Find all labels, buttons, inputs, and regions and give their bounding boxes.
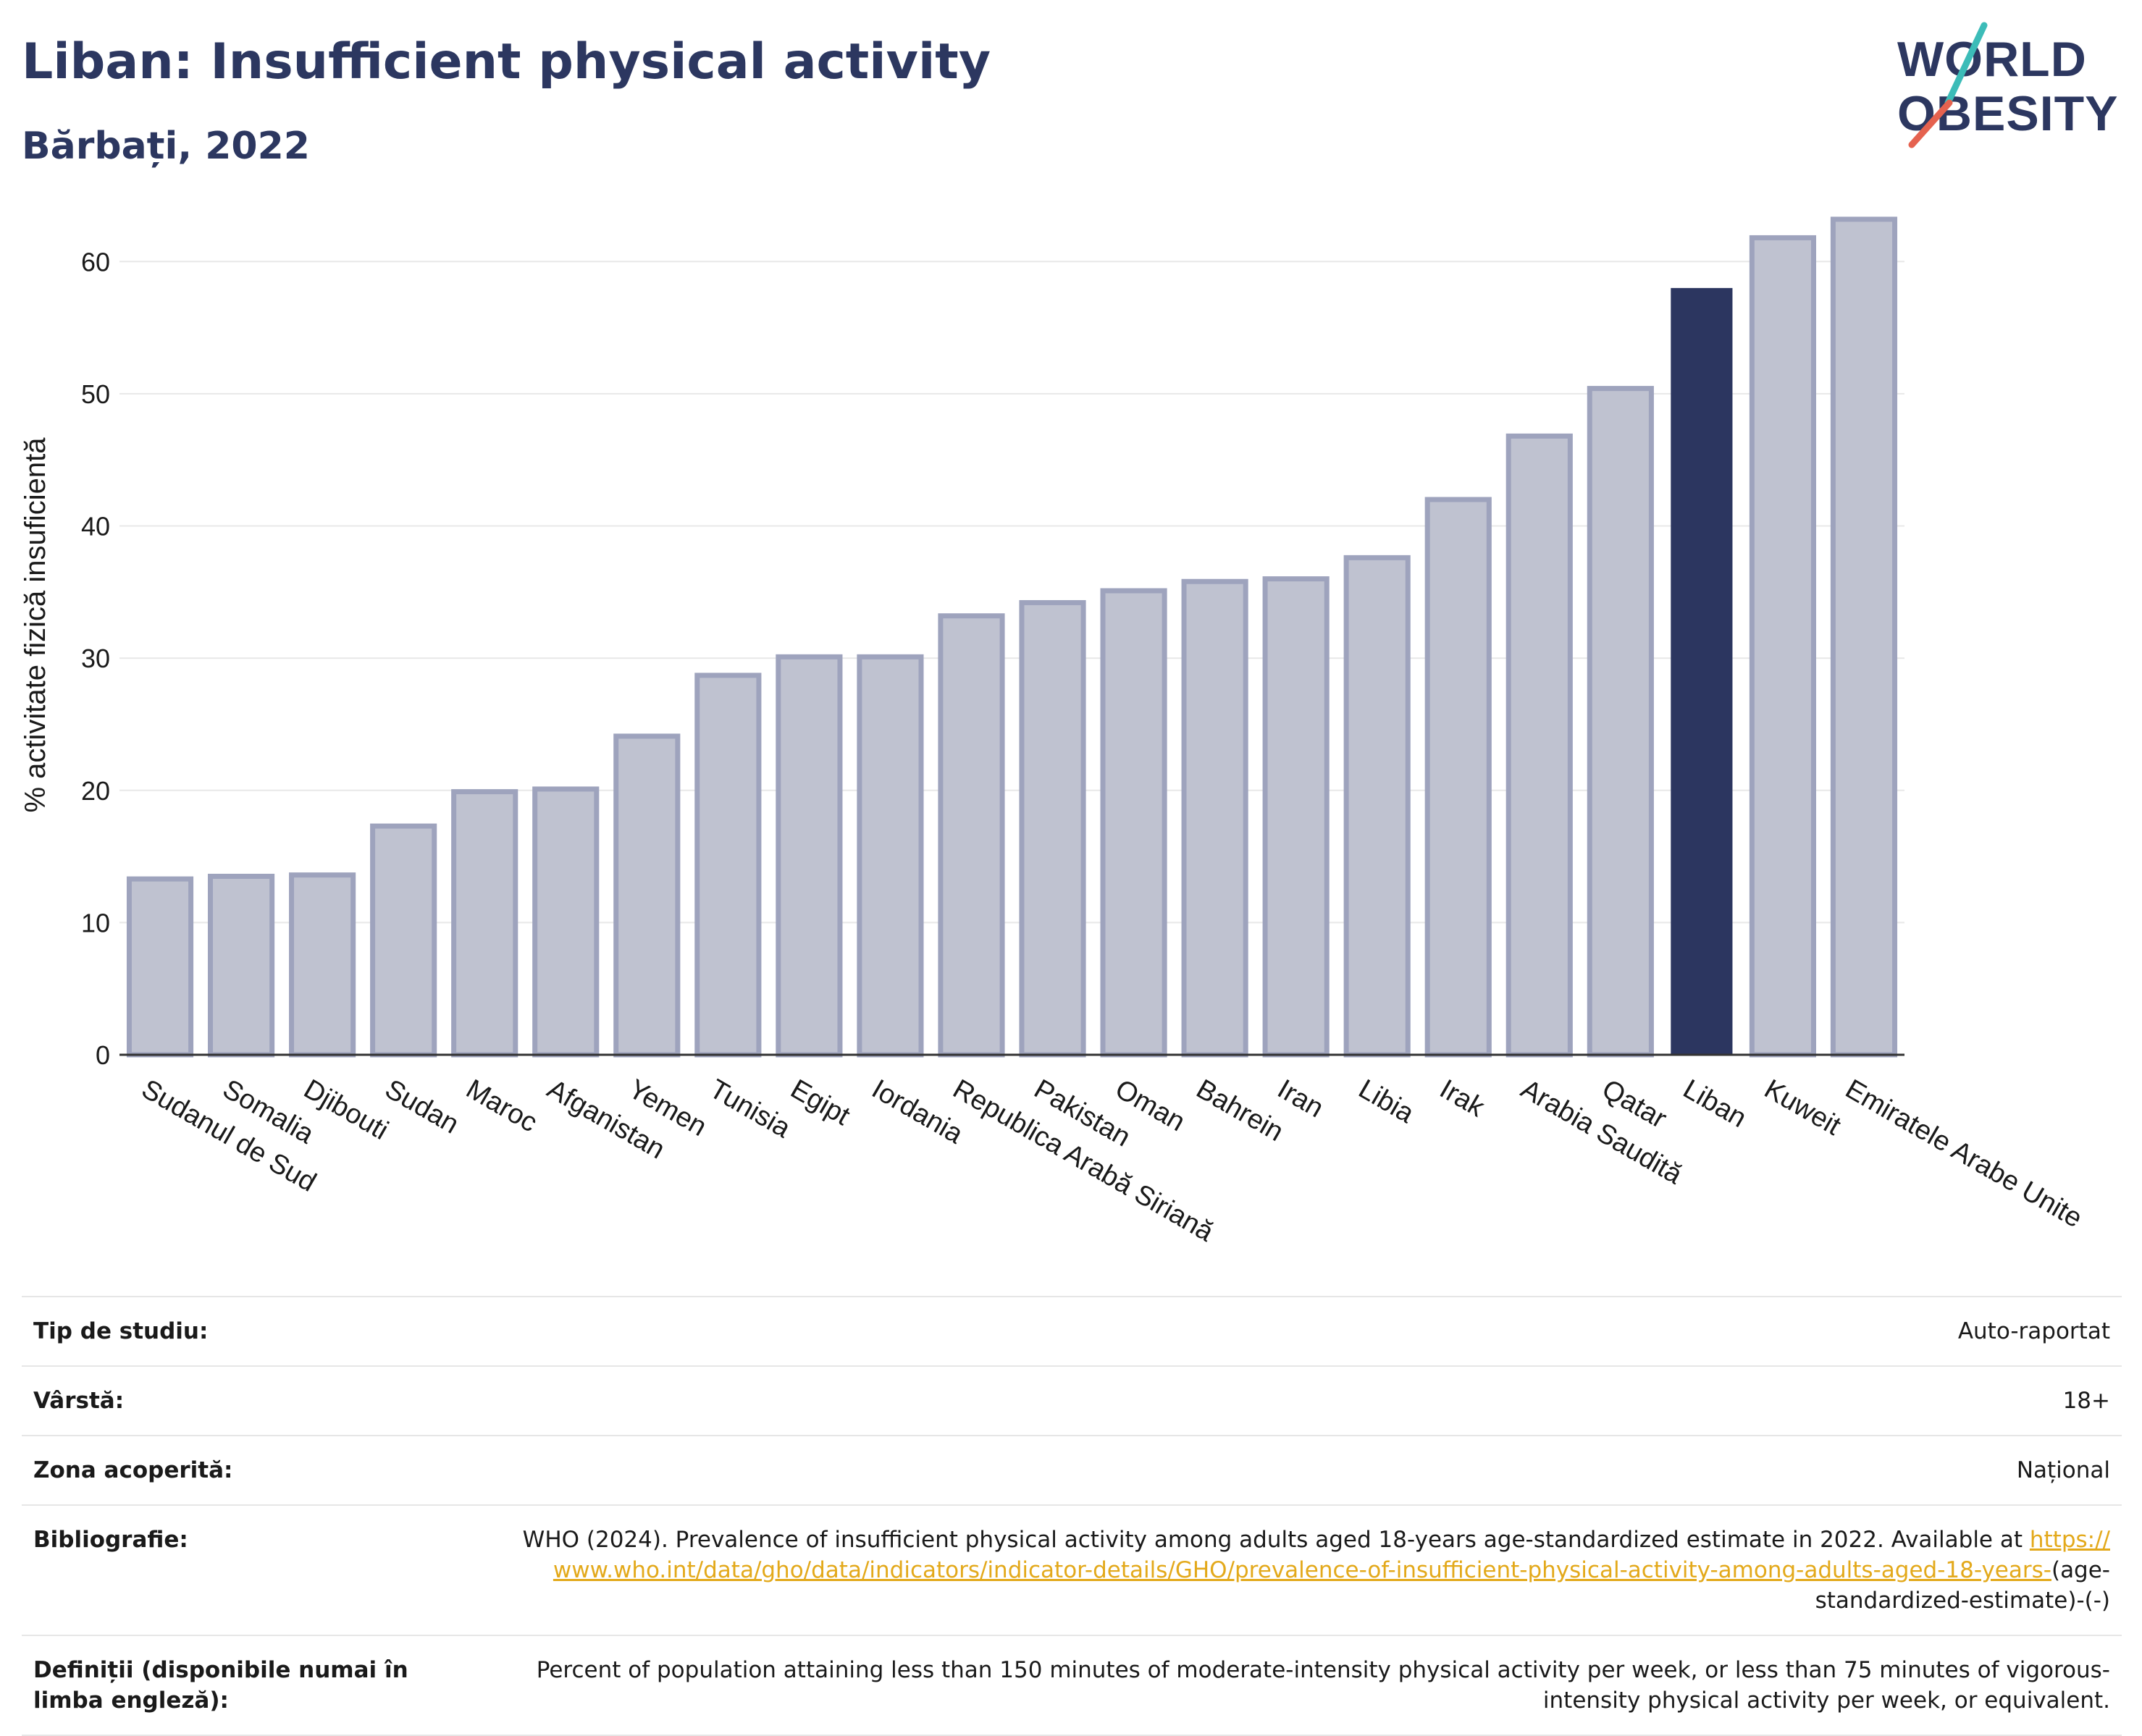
x-tick-label: Tunisia [705, 1074, 797, 1144]
x-tick-label: Kuweit [1759, 1074, 1846, 1142]
bibliography-value: WHO (2024). Prevalence of insufficient p… [494, 1504, 2122, 1635]
x-tick-label: Emiratele Arabe Unite [1840, 1074, 2087, 1234]
y-tick-label: 30 [81, 644, 110, 673]
bar[interactable] [938, 613, 1005, 1058]
bar[interactable] [1830, 216, 1898, 1058]
info-row-definitions: Definiții (disponibile numai în limba en… [22, 1635, 2122, 1736]
info-label: Tip de studiu: [22, 1296, 494, 1366]
y-tick-label: 60 [81, 247, 110, 277]
y-axis-label: % activitate fizică insuficientă [20, 437, 51, 813]
logo-line2: OBESITY [1897, 86, 2119, 141]
info-value: 18+ [494, 1365, 2122, 1436]
bar[interactable] [370, 823, 437, 1058]
chart-title: Liban: Insufficient physical activity [22, 33, 991, 90]
bar[interactable] [1262, 576, 1330, 1058]
bibliography-label: Bibliografie: [22, 1504, 494, 1635]
info-row-age: Vârstă: 18+ [22, 1365, 2122, 1436]
bar[interactable] [1587, 386, 1654, 1058]
info-table: Tip de studiu: Auto-raportat Vârstă: 18+… [22, 1296, 2122, 1736]
bar[interactable] [1343, 555, 1411, 1058]
bar[interactable] [126, 876, 194, 1058]
bar[interactable] [776, 654, 843, 1058]
bar[interactable] [207, 873, 275, 1058]
info-label: Zona acoperită: [22, 1435, 494, 1505]
bar[interactable] [1181, 578, 1248, 1058]
bar-chart: 0 10 20 30 40 50 60 Sudanul de SudSomaliaDjibo… [20, 216, 2087, 1248]
info-row-study-type: Tip de studiu: Auto-raportat [22, 1296, 2122, 1366]
chart-subtitle: Bărbați, 2022 [22, 125, 310, 168]
bar[interactable] [451, 789, 518, 1058]
bar[interactable] [1749, 235, 1817, 1058]
logo-line1: WORLD [1897, 32, 2087, 87]
bar[interactable] [1019, 599, 1086, 1058]
info-value: Național [494, 1435, 2122, 1505]
bar[interactable] [289, 872, 356, 1058]
definitions-value: Percent of population attaining less tha… [494, 1635, 2122, 1736]
x-tick-label: Libia [1353, 1074, 1419, 1129]
logo-slash-red [1908, 99, 1953, 148]
bar[interactable] [532, 786, 600, 1058]
y-tick-label: 50 [81, 379, 110, 409]
bar[interactable] [694, 673, 762, 1058]
y-tick-label: 10 [81, 908, 110, 937]
x-tick-label: Liban [1678, 1074, 1752, 1134]
world-obesity-logo: WORLD OBESITY [1897, 22, 2119, 148]
info-value: Auto-raportat [494, 1296, 2122, 1366]
bar[interactable] [613, 733, 681, 1058]
x-tick-label: Maroc [461, 1074, 542, 1138]
y-tick-label: 0 [96, 1040, 110, 1070]
bibliography-link[interactable]: https://www.who.int/data/gho/data/indica… [553, 1527, 2110, 1583]
y-tick-label: 20 [81, 776, 110, 806]
x-tick-label: Bahrein [1191, 1074, 1288, 1147]
definitions-label: Definiții (disponibile numai în limba en… [22, 1635, 494, 1736]
x-tick-label: Sudan [379, 1074, 463, 1139]
bar[interactable] [1424, 497, 1492, 1058]
bibliography-text: WHO (2024). Prevalence of insufficient p… [522, 1527, 2023, 1553]
info-row-bibliography: Bibliografie: WHO (2024). Prevalence of … [22, 1504, 2122, 1635]
bars-layer [126, 216, 1898, 1058]
bar[interactable] [1671, 287, 1733, 1055]
x-tick-label: Iordania [867, 1074, 969, 1150]
info-row-coverage: Zona acoperită: Național [22, 1435, 2122, 1505]
bibliography-suffix: (age-standardized-estimate)-(-) [1815, 1557, 2110, 1614]
x-tick-label: Irak [1435, 1074, 1490, 1124]
info-label: Vârstă: [22, 1365, 494, 1436]
bar[interactable] [1100, 588, 1167, 1058]
logo-slash-teal [1944, 22, 1988, 106]
x-tick-label: Egipt [786, 1074, 855, 1132]
bar[interactable] [857, 654, 924, 1058]
bar[interactable] [1505, 433, 1573, 1058]
y-tick-label: 40 [81, 512, 110, 542]
x-tick-label: Djibouti [298, 1074, 393, 1146]
y-tick-labels: 0 10 20 30 40 50 60 [81, 247, 110, 1070]
